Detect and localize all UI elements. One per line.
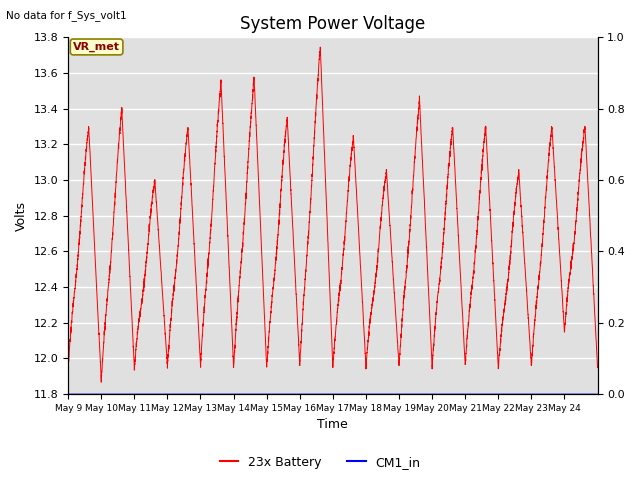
X-axis label: Time: Time bbox=[317, 419, 348, 432]
Text: No data for f_Sys_volt1: No data for f_Sys_volt1 bbox=[6, 10, 127, 21]
Title: System Power Voltage: System Power Voltage bbox=[240, 15, 426, 33]
Legend: 23x Battery, CM1_in: 23x Battery, CM1_in bbox=[214, 451, 426, 474]
Y-axis label: Volts: Volts bbox=[15, 201, 28, 231]
Text: VR_met: VR_met bbox=[73, 42, 120, 52]
